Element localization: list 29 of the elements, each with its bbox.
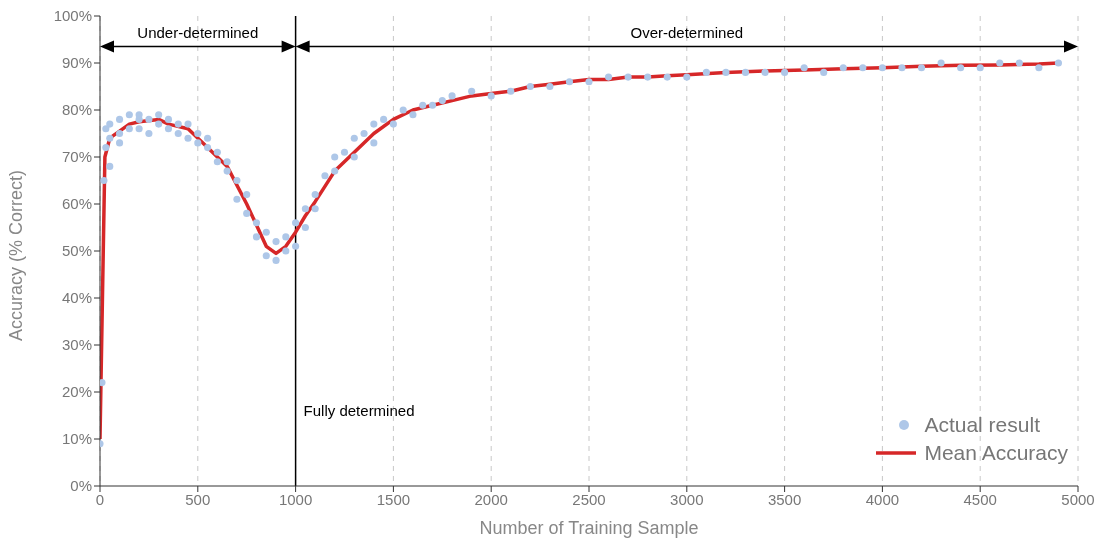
x-axis-title: Number of Training Sample xyxy=(479,518,699,538)
x-tick-label: 0 xyxy=(95,490,105,508)
x-tick-label: 5000 xyxy=(1061,490,1095,508)
annotation: Over-determined xyxy=(630,23,744,41)
annotation: Under-determined xyxy=(137,23,259,41)
x-tick-label: 2500 xyxy=(572,490,606,508)
y-axis-title: Accuracy (% Correct) xyxy=(6,169,27,341)
y-tick-label: 30% xyxy=(61,336,92,354)
y-tick-label: 40% xyxy=(61,289,92,307)
y-tick-label: 60% xyxy=(61,195,92,213)
legend-label: Mean Accuracy xyxy=(924,439,1068,466)
x-tick-label: 3500 xyxy=(767,490,802,508)
x-tick-label: 4000 xyxy=(865,490,900,508)
x-tick-label: 1000 xyxy=(278,490,313,508)
y-tick-label: 80% xyxy=(61,101,92,119)
ref-line-label: Fully determined xyxy=(303,401,415,419)
y-tick-label: 70% xyxy=(61,148,92,166)
y-tick-label: 90% xyxy=(61,54,92,72)
y-tick-label: 100% xyxy=(53,7,92,25)
x-tick-label: 4500 xyxy=(963,490,997,508)
y-tick-label: 0% xyxy=(70,477,92,495)
x-tick-label: 1500 xyxy=(376,490,411,508)
y-tick-label: 10% xyxy=(61,430,92,448)
x-tick-label: 2000 xyxy=(474,490,508,508)
x-tick-label: 500 xyxy=(185,490,211,508)
y-tick-label: 50% xyxy=(61,242,92,260)
y-tick-label: 20% xyxy=(61,383,92,401)
x-tick-label: 3000 xyxy=(670,490,704,508)
legend-label: Actual result xyxy=(924,411,1040,438)
